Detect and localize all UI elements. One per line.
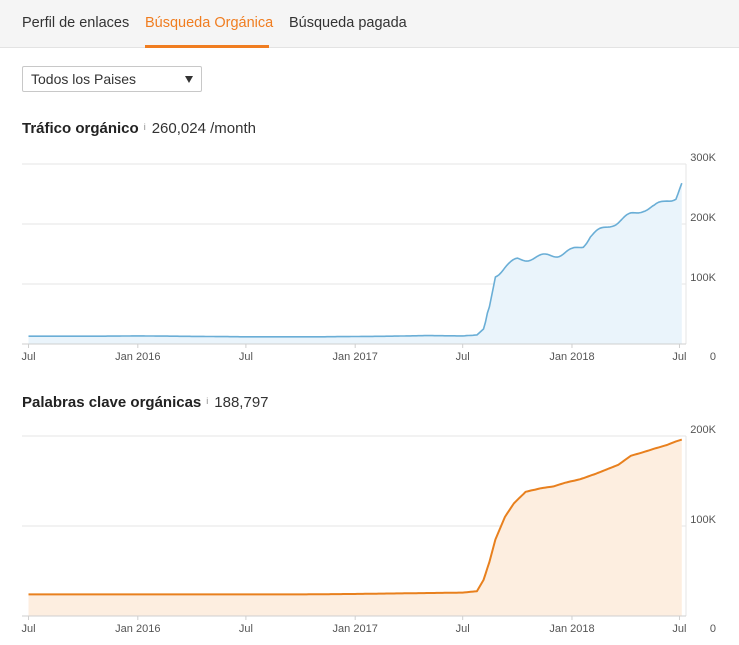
- traffic-y-tick-label: 0: [710, 351, 716, 363]
- traffic-x-tick-label: Jul: [672, 351, 686, 363]
- traffic-y-tick-label: 100K: [690, 272, 716, 284]
- keywords-x-tick-label: Jan 2016: [115, 623, 160, 635]
- keywords-area: [28, 439, 682, 616]
- traffic-x-tick-label: Jul: [456, 351, 470, 363]
- traffic-y-tick-label: 200K: [690, 212, 716, 224]
- country-select[interactable]: Todos los Paises: [22, 66, 202, 92]
- traffic-title: Tráfico orgánico: [22, 120, 139, 137]
- traffic-value: 260,024 /month: [151, 120, 256, 137]
- keywords-value: 188,797: [214, 394, 269, 411]
- tab-perfil-de-enlaces[interactable]: Perfil de enlaces: [22, 15, 130, 31]
- info-icon[interactable]: i: [206, 396, 209, 406]
- traffic-x-tick-label: Jul: [22, 351, 36, 363]
- keywords-y-tick-label: 100K: [690, 514, 716, 526]
- chevron-down-icon: [185, 76, 193, 83]
- keywords-y-tick-label: 200K: [690, 424, 716, 436]
- traffic-x-tick-label: Jan 2016: [115, 351, 160, 363]
- traffic-header: Tráfico orgánico i 260,024 /month: [22, 120, 256, 137]
- keywords-x-tick-label: Jul: [672, 623, 686, 635]
- keywords-x-tick-label: Jul: [22, 623, 36, 635]
- traffic-x-tick-label: Jan 2018: [549, 351, 594, 363]
- keywords-x-tick-label: Jan 2018: [549, 623, 594, 635]
- keywords-x-tick-label: Jan 2017: [333, 623, 378, 635]
- traffic-area: [28, 183, 682, 344]
- keywords-x-tick-label: Jul: [456, 623, 470, 635]
- keywords-title: Palabras clave orgánicas: [22, 394, 202, 411]
- tab-busqueda-organica[interactable]: Búsqueda Orgánica: [145, 0, 273, 48]
- info-icon[interactable]: i: [143, 122, 146, 132]
- keywords-series-line: [28, 438, 683, 596]
- traffic-x-tick-label: Jul: [239, 351, 253, 363]
- keywords-y-tick-label: 0: [710, 623, 716, 635]
- keywords-x-tick-label: Jul: [239, 623, 253, 635]
- keywords-header: Palabras clave orgánicas i 188,797: [22, 394, 269, 411]
- tab-busqueda-pagada[interactable]: Búsqueda pagada: [289, 15, 407, 31]
- traffic-x-tick-label: Jan 2017: [333, 351, 378, 363]
- traffic-series-line: [28, 182, 683, 338]
- traffic-y-tick-label: 300K: [690, 152, 716, 164]
- country-select-value: Todos los Paises: [31, 71, 137, 87]
- tab-bar: Perfil de enlaces Búsqueda Orgánica Búsq…: [0, 0, 739, 48]
